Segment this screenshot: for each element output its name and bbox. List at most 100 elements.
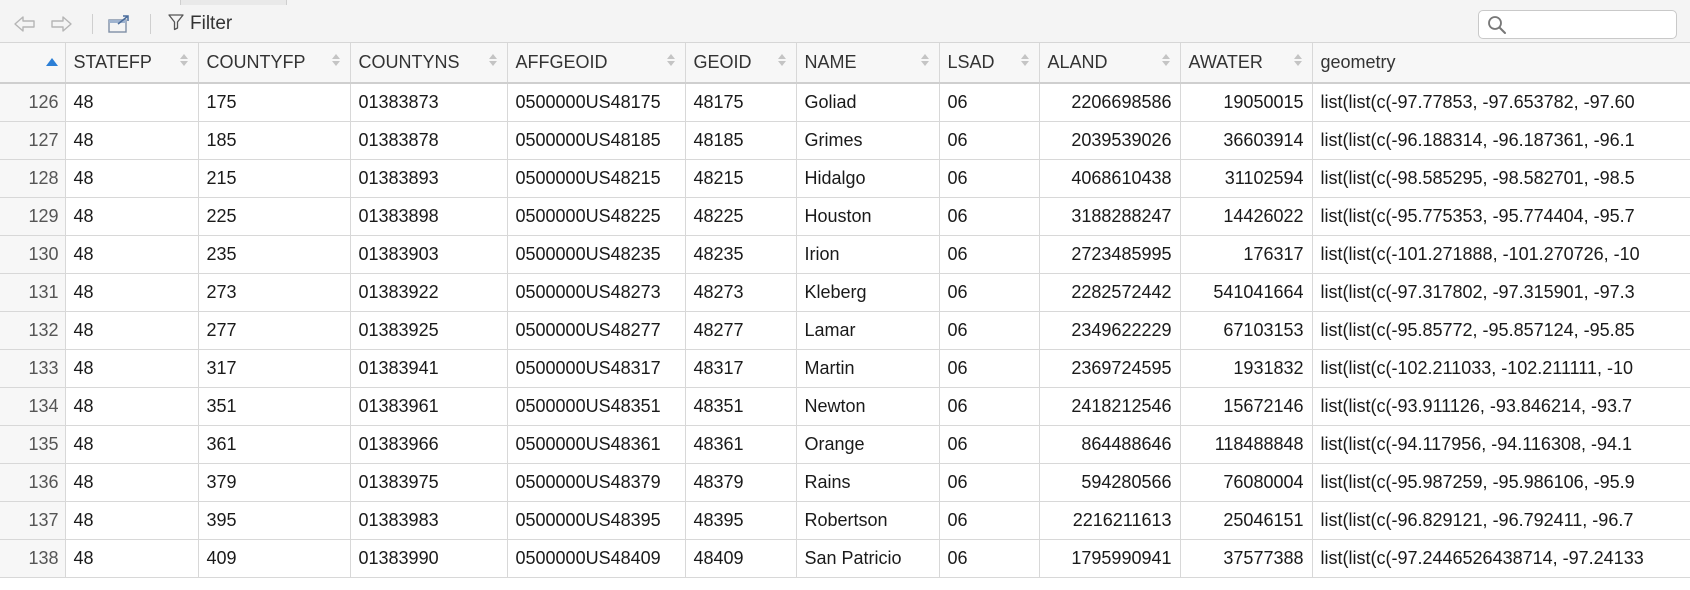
header-row: STATEFP COUNTYFP COUNTYNS AFFGEOID GEOID NAME…: [0, 43, 1690, 84]
cell-lsad: 06: [939, 311, 1040, 350]
cell-awater: 1931832: [1180, 349, 1313, 388]
cell-geometry: list(list(c(-97.317802, -97.315901, -97.…: [1312, 273, 1690, 312]
arrow-left-icon: [12, 13, 38, 35]
table-row[interactable]: 133 48 317 01383941 0500000US48317 48317 Marti…: [0, 349, 1690, 388]
cell-aland: 2418212546: [1039, 387, 1181, 426]
cell-countyfp: 351: [198, 387, 351, 426]
sort-ascending-icon: [45, 52, 59, 73]
cell-countyfp: 215: [198, 159, 351, 198]
cell-name: Orange: [796, 425, 940, 464]
arrow-right-icon: [48, 13, 74, 35]
cell-statefp: 48: [65, 235, 199, 274]
cell-awater: 14426022: [1180, 197, 1313, 236]
cell-statefp: 48: [65, 159, 199, 198]
cell-statefp: 48: [65, 83, 199, 122]
cell-statefp: 48: [65, 121, 199, 160]
cell-affgeoid: 0500000US48361: [507, 425, 686, 464]
table-row[interactable]: 138 48 409 01383990 0500000US48409 48409 San P…: [0, 539, 1690, 578]
row-number: 131: [0, 273, 66, 312]
cell-affgeoid: 0500000US48273: [507, 273, 686, 312]
cell-aland: 594280566: [1039, 463, 1181, 502]
column-header-label: AFFGEOID: [515, 52, 608, 72]
cell-geometry: list(list(c(-96.188314, -96.187361, -96.…: [1312, 121, 1690, 160]
toolbar-separator: [150, 14, 151, 34]
column-header-awater[interactable]: AWATER: [1180, 43, 1313, 84]
cell-awater: 25046151: [1180, 501, 1313, 540]
sort-arrows-icon: [331, 52, 341, 73]
sort-arrows-icon: [920, 52, 930, 73]
column-header-aland[interactable]: ALAND: [1039, 43, 1181, 84]
cell-countyfp: 175: [198, 83, 351, 122]
column-header-name[interactable]: NAME: [796, 43, 940, 84]
table-row[interactable]: 127 48 185 01383878 0500000US48185 48185 Grime…: [0, 121, 1690, 160]
table-row[interactable]: 136 48 379 01383975 0500000US48379 48379 Rains…: [0, 463, 1690, 502]
cell-countyfp: 395: [198, 501, 351, 540]
table-row[interactable]: 130 48 235 01383903 0500000US48235 48235 Irion…: [0, 235, 1690, 274]
cell-countyns: 01383873: [350, 83, 508, 122]
cell-countyfp: 235: [198, 235, 351, 274]
popout-window-icon: [106, 13, 132, 35]
column-header-geometry[interactable]: geometry: [1312, 43, 1690, 84]
filter-label: Filter: [190, 13, 233, 34]
sort-arrows-icon: [1161, 52, 1171, 73]
table-row[interactable]: 126 48 175 01383873 0500000US48175 48175 Golia…: [0, 83, 1690, 122]
column-header-geoid[interactable]: GEOID: [685, 43, 797, 84]
cell-aland: 2282572442: [1039, 273, 1181, 312]
sort-arrows-icon: [666, 52, 676, 73]
column-header-label: COUNTYNS: [358, 52, 460, 72]
cell-countyfp: 185: [198, 121, 351, 160]
row-number: 138: [0, 539, 66, 578]
row-number: 133: [0, 349, 66, 388]
back-button[interactable]: [12, 13, 38, 35]
row-number-header[interactable]: [0, 43, 66, 84]
filter-button[interactable]: Filter: [168, 12, 232, 36]
sort-arrows-icon: [777, 52, 787, 73]
cell-affgeoid: 0500000US48225: [507, 197, 686, 236]
column-header-affgeoid[interactable]: AFFGEOID: [507, 43, 686, 84]
table-row[interactable]: 131 48 273 01383922 0500000US48273 48273 Klebe…: [0, 273, 1690, 312]
search-box[interactable]: [1478, 10, 1677, 39]
table-row[interactable]: 129 48 225 01383898 0500000US48225 48225 Houst…: [0, 197, 1690, 236]
table-row[interactable]: 132 48 277 01383925 0500000US48277 48277 Lamar…: [0, 311, 1690, 350]
column-header-countyns[interactable]: COUNTYNS: [350, 43, 508, 84]
cell-affgeoid: 0500000US48351: [507, 387, 686, 426]
cell-awater: 76080004: [1180, 463, 1313, 502]
cell-geoid: 48215: [685, 159, 797, 198]
cell-geometry: list(list(c(-96.829121, -96.792411, -96.…: [1312, 501, 1690, 540]
cell-name: Martin: [796, 349, 940, 388]
row-number: 134: [0, 387, 66, 426]
cell-countyfp: 225: [198, 197, 351, 236]
cell-geoid: 48361: [685, 425, 797, 464]
cell-geoid: 48235: [685, 235, 797, 274]
popout-button[interactable]: [106, 13, 132, 35]
cell-awater: 36603914: [1180, 121, 1313, 160]
cell-countyns: 01383925: [350, 311, 508, 350]
column-header-label: AWATER: [1188, 52, 1263, 72]
sort-arrows-icon: [1293, 52, 1303, 73]
cell-affgeoid: 0500000US48395: [507, 501, 686, 540]
cell-name: Goliad: [796, 83, 940, 122]
cell-geometry: list(list(c(-95.85772, -95.857124, -95.8…: [1312, 311, 1690, 350]
forward-button[interactable]: [48, 13, 74, 35]
cell-statefp: 48: [65, 349, 199, 388]
active-tab-edge[interactable]: [180, 0, 287, 5]
table-row[interactable]: 134 48 351 01383961 0500000US48351 48351 Newto…: [0, 387, 1690, 426]
cell-geoid: 48185: [685, 121, 797, 160]
row-number: 126: [0, 83, 66, 122]
column-header-countyfp[interactable]: COUNTYFP: [198, 43, 351, 84]
data-grid: STATEFP COUNTYFP COUNTYNS AFFGEOID GEOID NAME…: [0, 43, 1690, 590]
cell-aland: 2216211613: [1039, 501, 1181, 540]
table-body: 126 48 175 01383873 0500000US48175 48175 Golia…: [0, 83, 1690, 578]
row-number: 136: [0, 463, 66, 502]
cell-countyfp: 277: [198, 311, 351, 350]
column-header-lsad[interactable]: LSAD: [939, 43, 1040, 84]
table-row[interactable]: 135 48 361 01383966 0500000US48361 48361 Orang…: [0, 425, 1690, 464]
column-header-statefp[interactable]: STATEFP: [65, 43, 199, 84]
search-input[interactable]: [1509, 14, 1671, 36]
row-number: 130: [0, 235, 66, 274]
column-header-label: STATEFP: [73, 52, 152, 72]
cell-geometry: list(list(c(-95.987259, -95.986106, -95.…: [1312, 463, 1690, 502]
table-row[interactable]: 128 48 215 01383893 0500000US48215 48215 Hidal…: [0, 159, 1690, 198]
cell-countyfp: 409: [198, 539, 351, 578]
table-row[interactable]: 137 48 395 01383983 0500000US48395 48395 Rober…: [0, 501, 1690, 540]
